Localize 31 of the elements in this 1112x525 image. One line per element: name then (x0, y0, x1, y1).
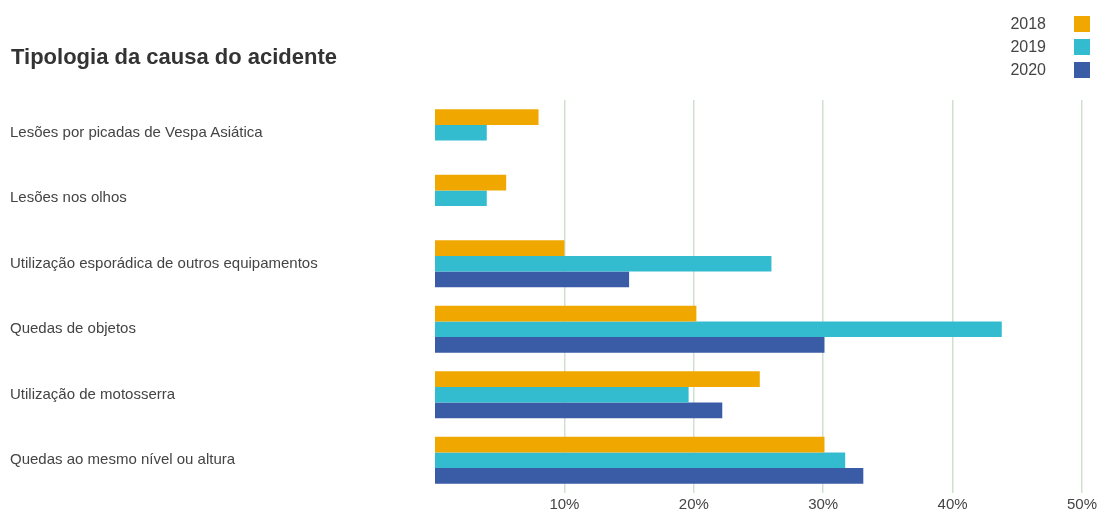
bar (435, 124, 487, 141)
y-tick-label: Utilização esporádica de outros equipamentos (10, 253, 318, 271)
text: Tipologia da causa do acidente (11, 44, 338, 70)
legend-label: 2020 (1010, 61, 1047, 79)
bar (435, 452, 846, 469)
y-tick-label: Utilização de motosserra (10, 384, 176, 402)
bar (435, 305, 697, 322)
bar (435, 190, 487, 207)
bar (435, 436, 825, 453)
legend-label: 2018 (1010, 15, 1047, 33)
legend-label: 2019 (1010, 38, 1047, 56)
bar (435, 371, 760, 387)
x-tick-label: 40% (937, 495, 968, 513)
bar (435, 109, 539, 125)
y-tick-label: Lesões por picadas de Vespa Asiática (10, 122, 264, 140)
bar (435, 468, 864, 484)
x-tick-label: 50% (1066, 495, 1098, 513)
x-tick-label: 10% (549, 495, 580, 513)
y-tick-label: Quedas ao mesmo nível ou altura (10, 450, 236, 468)
bar (435, 240, 565, 256)
bar (435, 337, 825, 353)
x-tick-label: 30% (808, 495, 839, 513)
bar (435, 386, 689, 403)
bar (435, 255, 772, 272)
bar (435, 174, 507, 191)
y-tick-label: Lesões nos olhos (10, 188, 127, 206)
x-tick-label: 20% (678, 495, 709, 513)
bar (435, 321, 1002, 338)
bar (435, 271, 630, 288)
bar (435, 402, 723, 419)
y-tick-label: Quedas de objetos (10, 319, 136, 337)
